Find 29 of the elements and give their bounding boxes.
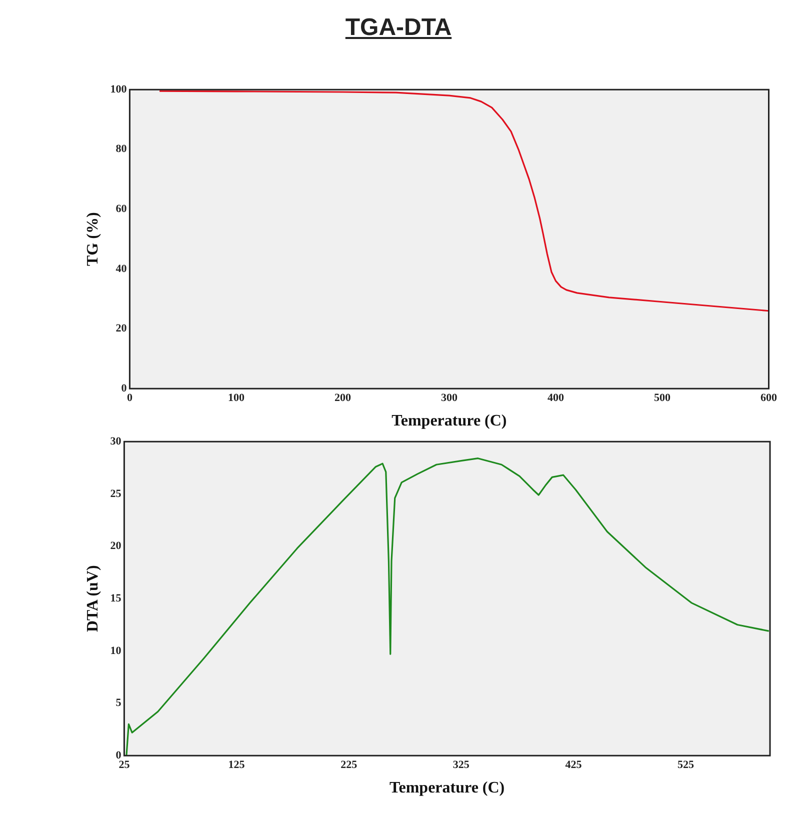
y-tick-label: 5 <box>116 697 122 710</box>
y-tick-label: 40 <box>116 262 128 275</box>
x-tick-label: 400 <box>547 392 564 404</box>
x-tick-label: 200 <box>334 392 352 404</box>
x-tick-label: 325 <box>452 759 470 772</box>
chart-title: TGA-DTA <box>344 14 453 42</box>
y-tick-label: 0 <box>121 382 128 394</box>
x-tick-label: 100 <box>228 392 245 404</box>
y-tick-label: 20 <box>110 540 122 552</box>
y-tick-label: 100 <box>110 83 128 96</box>
x-axis-title: Temperature (C) <box>392 412 507 430</box>
y-tick-label: 80 <box>116 143 128 156</box>
x-tick-label: 525 <box>678 759 695 772</box>
y-tick-label: 15 <box>110 592 122 604</box>
y-axis-title: DTA (uV) <box>84 565 102 632</box>
x-tick-label: 500 <box>654 392 671 404</box>
y-tick-label: 60 <box>116 203 128 216</box>
y-tick-label: 30 <box>110 435 122 448</box>
y-tick-label: 0 <box>116 749 122 762</box>
x-axis-title: Temperature (C) <box>390 780 505 797</box>
y-tick-label: 10 <box>110 644 122 657</box>
x-tick-label: 600 <box>760 392 778 404</box>
y-tick-label: 20 <box>116 322 128 335</box>
y-tick-label: 25 <box>110 488 122 500</box>
y-axis-title: TG (%) <box>84 212 102 266</box>
x-tick-label: 300 <box>440 392 458 404</box>
x-tick-label: 425 <box>565 759 582 772</box>
x-tick-label: 225 <box>340 759 358 772</box>
x-tick-label: 125 <box>228 759 246 772</box>
